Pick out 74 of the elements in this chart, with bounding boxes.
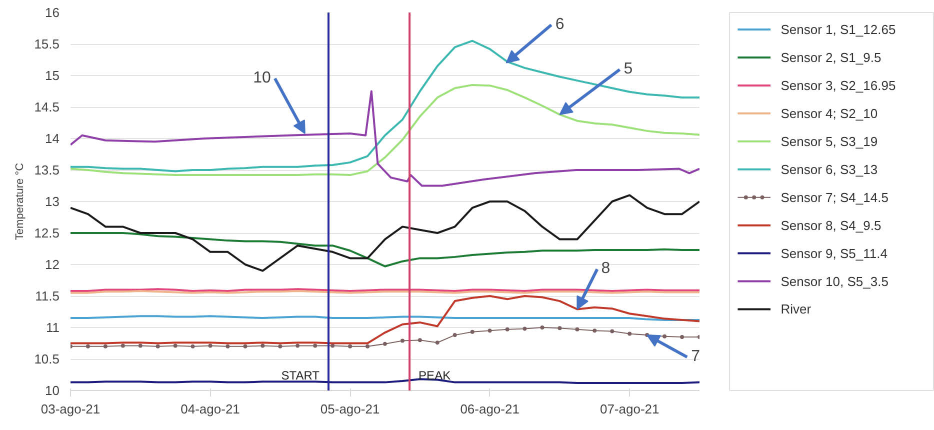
y-tick-label: 14.5 (34, 100, 60, 114)
point (505, 327, 510, 332)
point (400, 338, 404, 343)
point (435, 340, 440, 345)
point (103, 344, 108, 348)
x-tick-label: 04-ago-21 (180, 402, 240, 416)
point (138, 344, 142, 348)
y-axis-title: Temperature °C (14, 162, 26, 240)
line-series (70, 40, 700, 172)
point (208, 344, 212, 348)
legend-label: Sensor 6, S3_13 (780, 162, 878, 177)
point (86, 344, 90, 348)
point (575, 327, 580, 332)
point (610, 329, 614, 334)
point (383, 342, 387, 346)
y-tick-label: 10 (45, 383, 60, 398)
point (470, 330, 474, 334)
point (120, 344, 125, 348)
y-tick-label: 15.5 (34, 36, 60, 52)
y-tick-label: 13 (45, 194, 60, 209)
point (296, 344, 300, 348)
y-tick-label: 12.5 (34, 226, 60, 240)
point (156, 344, 160, 348)
annotation: 10 (253, 69, 272, 86)
point (243, 344, 248, 348)
x-tick-label: 03-ago-21 (40, 402, 100, 416)
x-tick-label: 05-ago-21 (320, 402, 380, 416)
y-tick-label: 15 (45, 68, 60, 83)
point (628, 332, 632, 336)
annotation: 8 (601, 260, 610, 278)
legend-label: Sensor 5, S3_19 (780, 134, 878, 149)
line-series (70, 194, 700, 272)
point (366, 344, 370, 348)
y-tick-label: 10.5 (34, 352, 60, 366)
y-tick-label: 16 (45, 5, 60, 20)
legend-label: Sensor 4; S2_10 (780, 106, 878, 121)
point (173, 344, 178, 348)
ref-line-label: START (281, 368, 320, 382)
point (558, 326, 562, 330)
y-tick-label: 13.5 (34, 162, 60, 178)
legend-label: Sensor 3, S2_16.95 (780, 78, 896, 93)
line-series (70, 84, 700, 176)
point (418, 338, 422, 342)
point (488, 328, 492, 333)
x-tick-label: 06-ago-21 (460, 402, 520, 416)
legend-label: Sensor 8, S4_9.5 (780, 218, 882, 233)
y-tick-label: 12 (45, 257, 60, 272)
point (348, 344, 352, 348)
annotation: 7 (691, 348, 700, 366)
point (330, 344, 335, 348)
x-tick-label: 07-ago-21 (600, 402, 660, 416)
point (540, 326, 544, 330)
legend-label: Sensor 9, S5_11.4 (780, 246, 888, 261)
point (680, 334, 684, 339)
point (260, 344, 265, 348)
y-tick-label: 11 (46, 320, 60, 335)
point (226, 344, 230, 348)
point (313, 344, 318, 348)
annotation: 6 (555, 16, 564, 33)
legend-label: River (780, 302, 812, 317)
y-tick-label: 14 (45, 131, 60, 146)
legend-label: Sensor 1, S1_12.65 (780, 22, 896, 38)
point (190, 344, 195, 348)
legend-label: Sensor 7; S4_14.5 (780, 190, 888, 205)
point (522, 326, 527, 331)
point (592, 328, 597, 333)
ref-line-label: PEAK (418, 368, 451, 382)
point (452, 333, 457, 338)
point (278, 344, 282, 348)
legend-label: Sensor 2, S1_9.5 (780, 50, 882, 65)
y-tick-label: 11.5 (35, 288, 60, 304)
legend-label: Sensor 10, S5_3.5 (780, 274, 888, 289)
point (662, 334, 667, 338)
annotation: 5 (624, 60, 633, 78)
